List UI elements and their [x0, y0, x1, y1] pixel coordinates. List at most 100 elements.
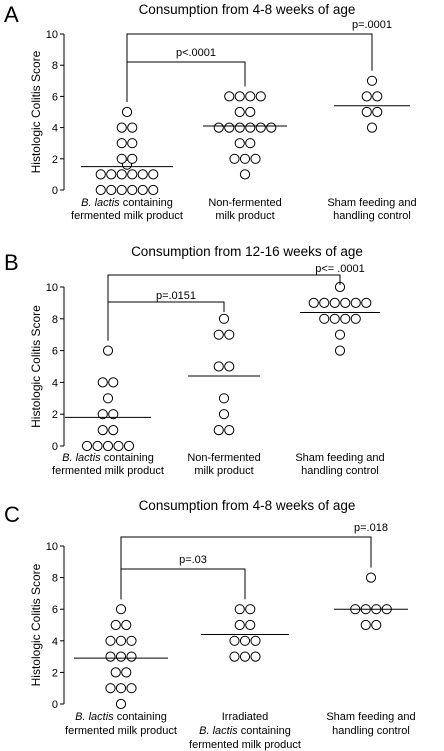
- data-point: [350, 297, 361, 308]
- data-point: [245, 106, 256, 118]
- category-label: fermented milk product: [52, 465, 164, 477]
- data-point: [116, 169, 127, 180]
- data-point: [106, 184, 117, 196]
- data-point: [137, 169, 148, 180]
- data-point: [121, 106, 133, 118]
- y-tick-label: 6: [52, 346, 58, 358]
- p-value-label: p<= .0001: [315, 263, 365, 275]
- category-label: Non-fermented: [208, 197, 281, 209]
- significance-bracket: [107, 301, 225, 341]
- data-point: [250, 651, 261, 662]
- category-label: milk product: [215, 210, 274, 222]
- data-point: [115, 683, 127, 694]
- y-axis-label: Histologic Colitis Score: [29, 50, 43, 173]
- data-point: [371, 619, 382, 631]
- data-point: [250, 635, 261, 646]
- data-point: [116, 153, 127, 164]
- y-tick-label: 10: [46, 282, 58, 294]
- data-point: [213, 361, 224, 372]
- data-point: [319, 313, 330, 324]
- data-point: [148, 169, 159, 180]
- y-tick-label: 0: [52, 699, 58, 711]
- y-tick-label: 4: [52, 636, 58, 648]
- data-point: [245, 122, 256, 133]
- category-label: handling control: [332, 725, 410, 737]
- data-point: [224, 361, 235, 372]
- y-tick-label: 10: [46, 541, 58, 553]
- data-point: [234, 619, 245, 631]
- data-point: [213, 122, 224, 133]
- data-point: [361, 91, 372, 102]
- category-label: handling control: [333, 210, 411, 222]
- data-point: [95, 169, 106, 180]
- data-point: [108, 377, 119, 388]
- data-point: [115, 698, 127, 710]
- data-point: [340, 297, 351, 308]
- y-tick-label: 6: [52, 604, 58, 616]
- y-tick-label: 2: [52, 667, 58, 679]
- y-tick-label: 2: [52, 154, 58, 166]
- data-point: [218, 393, 230, 404]
- data-point: [97, 425, 108, 436]
- data-point: [224, 122, 235, 133]
- data-point: [126, 651, 137, 662]
- data-point: [245, 91, 256, 102]
- chart-title: Consumption from 4-8 weeks of age: [139, 2, 356, 17]
- data-point: [97, 409, 108, 420]
- data-point: [360, 619, 371, 631]
- y-axis-label: Histologic Colitis Score: [29, 563, 43, 686]
- data-point: [97, 377, 108, 388]
- data-point: [234, 138, 245, 149]
- data-point: [340, 313, 351, 324]
- significance-bracket: [107, 274, 341, 341]
- panel-letter: A: [4, 2, 19, 27]
- p-value-label: p=.018: [354, 522, 388, 534]
- data-point: [245, 604, 256, 615]
- data-point: [102, 440, 114, 452]
- data-point: [308, 297, 319, 308]
- data-point: [245, 619, 256, 631]
- data-point: [105, 635, 116, 646]
- data-point: [127, 138, 138, 149]
- data-point: [361, 106, 372, 118]
- data-point: [372, 91, 383, 102]
- data-point: [121, 667, 132, 678]
- data-point: [234, 122, 245, 133]
- p-value-label: p=.03: [179, 554, 207, 566]
- data-point: [239, 153, 251, 164]
- data-point: [372, 106, 383, 118]
- data-point: [108, 425, 119, 436]
- data-point: [255, 91, 266, 102]
- data-point: [239, 169, 251, 180]
- data-point: [365, 572, 377, 583]
- data-point: [81, 440, 93, 452]
- data-point: [224, 425, 235, 436]
- data-point: [229, 635, 240, 646]
- p-value-label: p=.0001: [352, 19, 392, 31]
- category-label: Sham feeding and: [326, 711, 415, 723]
- chart-title: Consumption from 12-16 weeks of age: [131, 244, 363, 259]
- data-point: [95, 184, 106, 196]
- data-point: [113, 440, 124, 452]
- p-value-label: p=.0151: [156, 290, 196, 302]
- data-point: [239, 651, 251, 662]
- category-label: handling control: [301, 465, 379, 477]
- y-tick-label: 0: [52, 441, 58, 453]
- y-tick-label: 0: [52, 185, 58, 197]
- data-point: [234, 106, 245, 118]
- data-point: [92, 440, 103, 452]
- data-point: [102, 393, 114, 404]
- data-point: [127, 153, 138, 164]
- y-tick-label: 8: [52, 60, 58, 72]
- data-point: [115, 604, 127, 615]
- chart-title: Consumption from 4-8 weeks of age: [139, 498, 356, 513]
- data-point: [127, 169, 138, 180]
- data-point: [116, 184, 127, 196]
- y-tick-label: 10: [46, 29, 58, 41]
- category-label: milk product: [194, 465, 253, 477]
- data-point: [334, 329, 346, 340]
- data-point: [106, 169, 117, 180]
- data-point: [218, 409, 230, 420]
- data-point: [334, 345, 346, 356]
